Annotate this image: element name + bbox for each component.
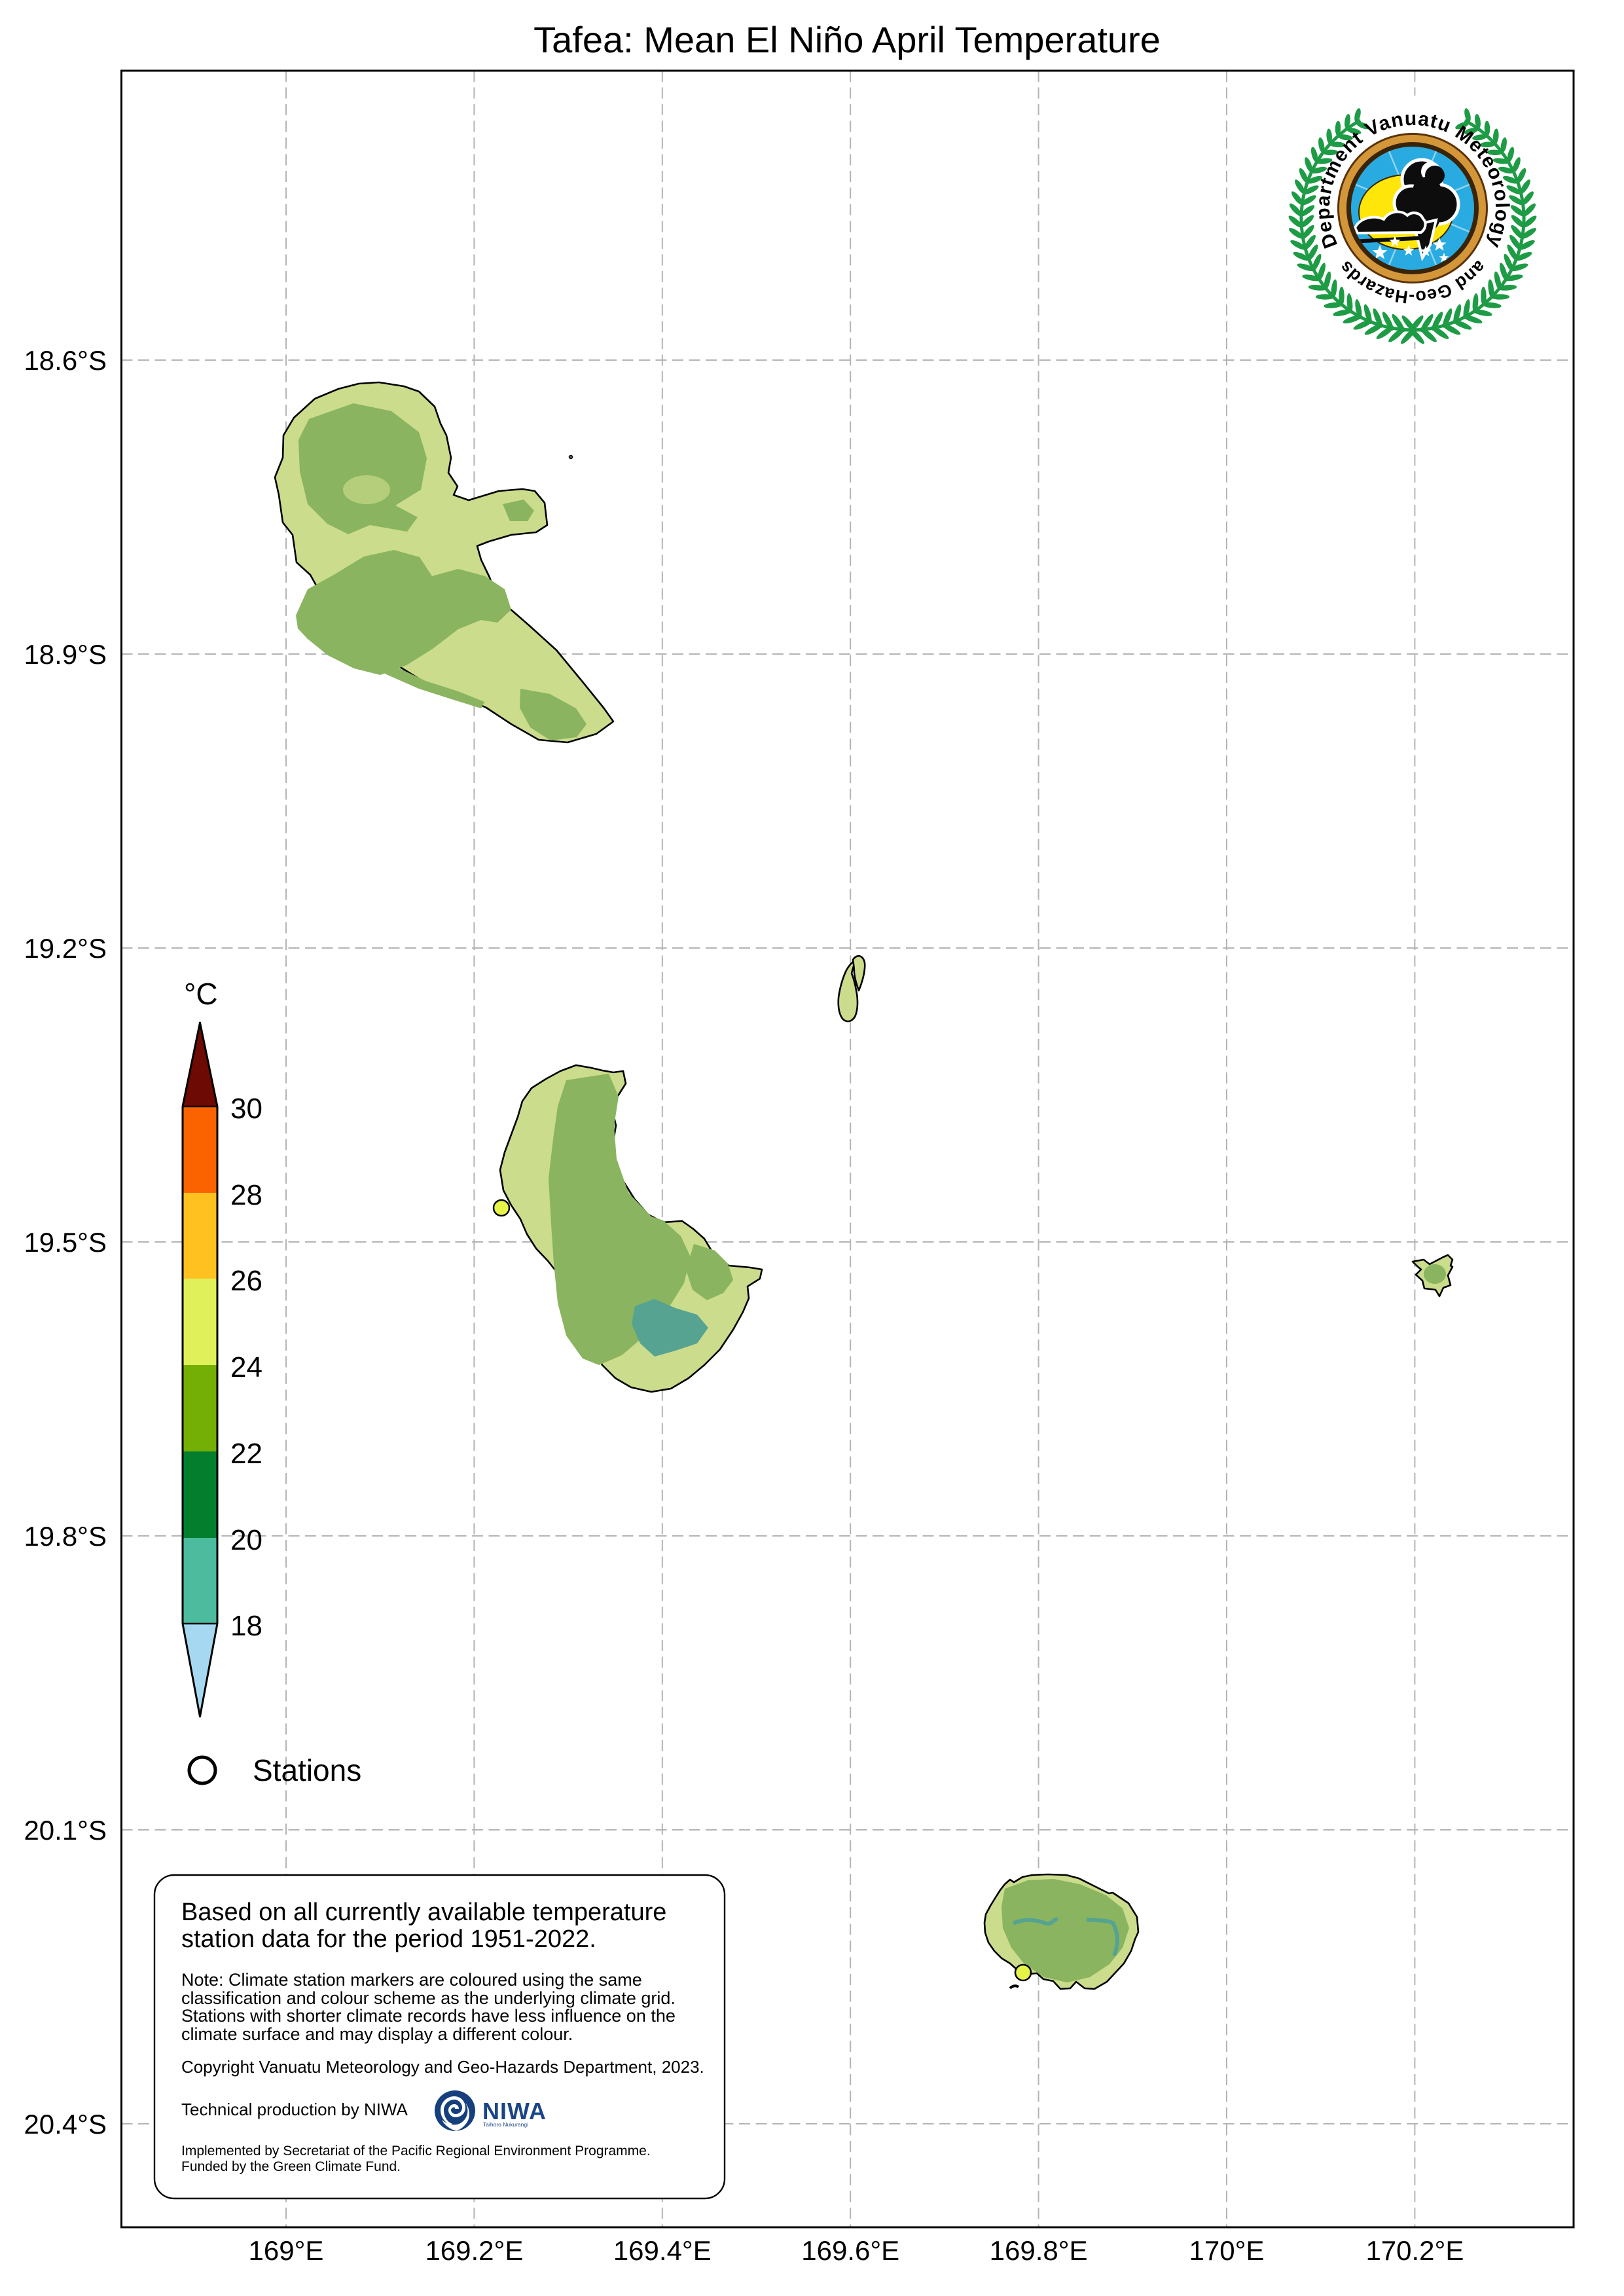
svg-text:169.2°E: 169.2°E (425, 2235, 523, 2266)
svg-text:18: 18 (230, 1610, 262, 1642)
svg-text:NIWA: NIWA (482, 2098, 547, 2124)
svg-text:170°E: 170°E (1189, 2235, 1265, 2266)
svg-text:climate surface and may displa: climate surface and may display a differ… (181, 2024, 573, 2044)
svg-text:169.6°E: 169.6°E (801, 2235, 899, 2266)
svg-text:Note: Climate station markers: Note: Climate station markers are colour… (181, 1970, 642, 1990)
svg-text:20: 20 (230, 1524, 262, 1556)
svg-text:169.4°E: 169.4°E (613, 2235, 712, 2266)
svg-text:Taihoro Nukurangi: Taihoro Nukurangi (483, 2121, 528, 2128)
svg-text:Copyright Vanuatu Meteorology: Copyright Vanuatu Meteorology and Geo-Ha… (181, 2057, 704, 2077)
svg-text:19.5°S: 19.5°S (24, 1227, 107, 1258)
svg-text:20.1°S: 20.1°S (24, 1815, 107, 1846)
svg-text:Tafea: Mean El Niño April Temp: Tafea: Mean El Niño April Temperature (533, 19, 1161, 60)
svg-text:22: 22 (230, 1438, 262, 1470)
svg-text:Stations with shorter climate: Stations with shorter climate records ha… (181, 2006, 676, 2026)
svg-text:169°E: 169°E (249, 2235, 324, 2266)
svg-text:170.2°E: 170.2°E (1365, 2235, 1464, 2266)
svg-text:28: 28 (230, 1179, 262, 1211)
svg-text:Stations: Stations (253, 1753, 361, 1787)
svg-text:Technical production by NIWA: Technical production by NIWA (181, 2100, 408, 2119)
svg-text:Funded by the Green Climate Fu: Funded by the Green Climate Fund. (181, 2159, 401, 2174)
svg-text:18.6°S: 18.6°S (24, 345, 107, 376)
svg-text:station data for the period 19: station data for the period 1951-2022. (181, 1925, 596, 1953)
svg-text:19.8°S: 19.8°S (24, 1521, 107, 1552)
svg-text:20.4°S: 20.4°S (24, 2109, 107, 2140)
svg-text:24: 24 (230, 1351, 262, 1383)
svg-text:169.8°E: 169.8°E (990, 2235, 1088, 2266)
svg-text:30: 30 (230, 1093, 262, 1125)
svg-text:26: 26 (230, 1265, 262, 1297)
svg-text:Implemented by Secretariat of: Implemented by Secretariat of the Pacifi… (181, 2143, 651, 2159)
svg-text:19.2°S: 19.2°S (24, 933, 107, 964)
svg-text:Based on all currently availab: Based on all currently available tempera… (181, 1899, 666, 1926)
svg-text:°C: °C (184, 977, 218, 1011)
svg-text:classification and colour sche: classification and colour scheme as the … (181, 1988, 676, 2008)
svg-text:18.9°S: 18.9°S (24, 639, 107, 670)
